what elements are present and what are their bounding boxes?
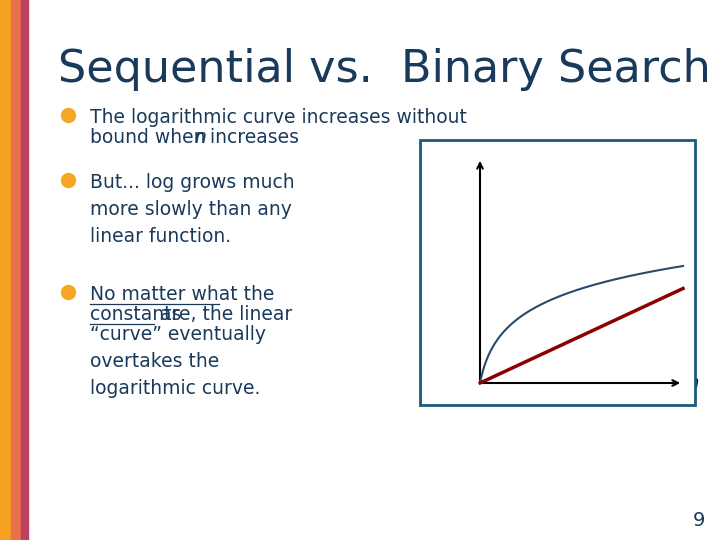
Text: No matter what the: No matter what the (90, 285, 274, 304)
Text: 9: 9 (693, 511, 705, 530)
Text: But... log grows much
more slowly than any
linear function.: But... log grows much more slowly than a… (90, 173, 294, 246)
Bar (0, 0, 12, 540)
Text: are, the linear: are, the linear (154, 305, 292, 324)
Text: n: n (687, 374, 698, 392)
Text: constants: constants (90, 305, 181, 324)
Text: bound when: bound when (90, 128, 212, 147)
Bar (12, 0, 21, 540)
Text: The logarithmic curve increases without: The logarithmic curve increases without (90, 108, 467, 127)
Text: t: t (467, 139, 474, 157)
Text: Sequential vs.  Binary Search: Sequential vs. Binary Search (58, 48, 711, 91)
Text: n: n (194, 128, 206, 147)
Text: increases: increases (204, 128, 299, 147)
Bar (21, 0, 28, 540)
Bar (420, 140, 695, 405)
Text: “curve” eventually
overtakes the
logarithmic curve.: “curve” eventually overtakes the logarit… (90, 325, 266, 399)
